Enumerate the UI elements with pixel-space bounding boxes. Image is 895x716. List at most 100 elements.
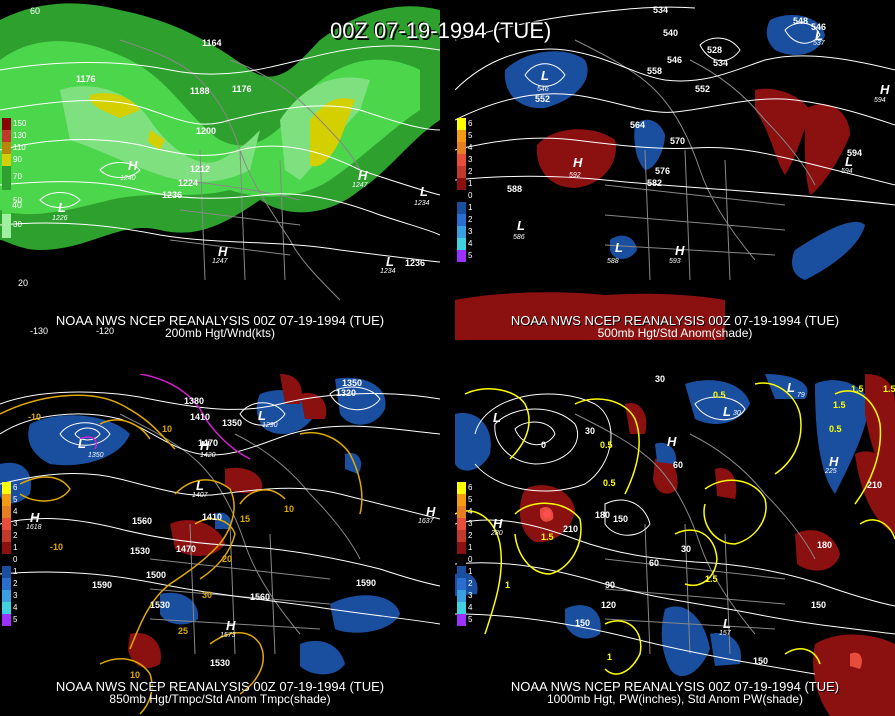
legend-500mb: 6 5 4 3 2 1 0 1 2 3 4 5 [457,118,491,262]
legend-swatch [2,614,11,626]
high-value: 592 [569,172,581,179]
legend-swatch [457,190,466,202]
legend-swatch [457,494,466,506]
legend-swatch [2,190,11,214]
low-marker: L [420,184,428,199]
contour-label: 90 [605,580,616,590]
contour-label: 150 [753,656,769,666]
legend-label: 1 [468,179,473,188]
temp-label: 20 [222,554,233,564]
legend-label: 110 [13,143,26,152]
high-value: 1637 [418,518,434,525]
latitude-label: 40 [12,200,23,210]
contour-label: 1590 [356,578,377,588]
legend-label: 150 [13,119,27,128]
legend-swatch [2,494,11,506]
panel-title: NOAA NWS NCEP REANALYSIS 00Z 07-19-1994 … [55,679,385,694]
temp-label: 15 [240,514,251,524]
latitude-label: 60 [30,6,41,16]
contour-label: 528 [707,45,723,55]
low-marker: L [845,154,853,169]
low-value: 1290 [262,422,278,429]
high-marker: H [667,434,677,449]
legend-swatch [2,530,11,542]
legend-swatch [2,130,11,142]
panel-title: NOAA NWS NCEP REANALYSIS 00Z 07-19-1994 … [510,313,840,328]
legend-label: 0 [13,555,18,564]
contour-label: 1470 [176,544,197,554]
low-marker: L [78,436,86,451]
high-value: 593 [669,258,681,265]
low-marker: L [258,408,266,423]
high-marker: H [226,618,236,633]
low-marker: L [386,254,394,269]
contour-label: 0 [541,440,547,450]
contour-label: 1236 [405,258,426,268]
high-value: 280 [491,530,503,537]
high-value: 1618 [26,524,42,531]
contour-label: 1164 [202,38,222,48]
legend-label: 5 [13,495,18,504]
legend-label: 5 [468,131,473,140]
low-value: 1407 [192,492,208,499]
legend-swatch [457,482,466,494]
temp-label: 25 [178,626,189,636]
low-marker: L [615,240,623,255]
contour-label: 1560 [132,516,153,526]
legend-swatch [457,238,466,250]
contour-label: 1320 [336,388,357,398]
legend-label: 4 [468,603,473,612]
high-marker: H [829,454,839,469]
legend-label: 0 [468,191,473,200]
legend-swatch [2,118,11,130]
contour-label: 1350 [342,378,363,388]
legend-swatch [457,166,466,178]
contour-label: 60 [673,460,684,470]
legend-swatch [2,142,11,154]
longitude-label: -130 [30,326,49,336]
contour-label: 534 [713,58,729,68]
low-value: 1234 [414,200,430,207]
contour-label: 150 [575,618,591,628]
pw-label: 1.5 [833,400,846,410]
low-marker: L [493,410,501,425]
contour-label: 1470 [198,438,219,448]
legend-swatch [457,250,466,262]
contour-label: 1176 [232,84,252,94]
contour-label: 1188 [190,86,210,96]
pw-label: 0.5 [600,440,613,450]
legend-swatch [2,482,11,494]
high-marker: H [675,243,685,258]
contour-label: 1380 [184,396,205,406]
low-marker: L [196,478,204,493]
legend-label: 0 [468,555,473,564]
contour-label: 30 [681,544,692,554]
legend-label: 1 [468,543,473,552]
pw-label: 0.5 [713,390,726,400]
legend-swatch [2,518,11,530]
legend-label: 5 [468,251,473,260]
low-value: 157 [719,630,731,637]
low-marker: L [541,68,549,83]
high-value: 1247 [352,182,368,189]
legend-swatch [2,166,11,190]
legend-label: 3 [468,591,473,600]
high-value: 1240 [120,175,136,182]
legend-swatch [457,566,466,578]
legend-label: 3 [468,155,473,164]
high-marker: H [880,82,890,97]
legend-label: 2 [13,579,18,588]
contour-label: 210 [563,524,579,534]
temp-label: 30 [202,590,213,600]
temp-label: 10 [162,424,173,434]
high-value: 225 [825,468,837,475]
high-marker: H [128,158,138,173]
pw-label: 1.5 [705,574,718,584]
low-marker: L [723,616,731,631]
legend-label: 3 [13,591,18,600]
legend-swatch [2,554,11,566]
map-500mb [455,6,895,340]
contour-label: 1224 [178,178,199,188]
legend-label: 70 [13,172,22,181]
